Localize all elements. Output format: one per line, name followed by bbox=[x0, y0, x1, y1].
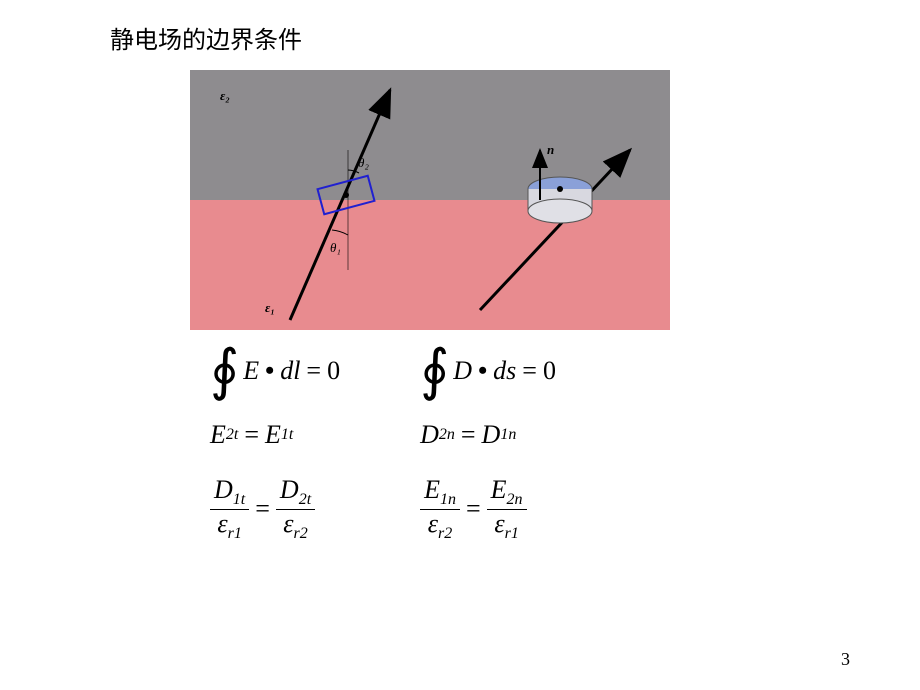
page-title: 静电场的边界条件 bbox=[110, 20, 302, 55]
label-n: n bbox=[547, 142, 554, 158]
label-eps2: ε₂ bbox=[220, 88, 230, 104]
eq-normal-E-ratio: E1n εr2 = E2n εr1 bbox=[420, 473, 556, 545]
boundary-diagram: ε₂ θ₂ θ₁ ε₁ n bbox=[190, 70, 670, 330]
eq-tangential-E: E2t = E1t bbox=[210, 409, 340, 461]
eq-circulation: ∮ E • dl = 0 bbox=[210, 345, 340, 397]
eq-flux: ∮ D • ds = 0 bbox=[420, 345, 556, 397]
label-eps1: ε₁ bbox=[265, 300, 275, 316]
label-theta1: θ₁ bbox=[330, 240, 341, 256]
equations-block: ∮ E • dl = 0 E2t = E1t D1t εr1 = D2t εr2… bbox=[210, 345, 556, 545]
equations-right-column: ∮ D • ds = 0 D2n = D1n E1n εr2 = E2n εr1 bbox=[420, 345, 556, 545]
label-theta2: θ₂ bbox=[358, 155, 369, 171]
eq-normal-D: D2n = D1n bbox=[420, 409, 556, 461]
equations-left-column: ∮ E • dl = 0 E2t = E1t D1t εr1 = D2t εr2 bbox=[210, 345, 340, 545]
page-number: 3 bbox=[841, 649, 850, 670]
diagram-svg bbox=[190, 70, 670, 330]
eq-tangential-D-ratio: D1t εr1 = D2t εr2 bbox=[210, 473, 340, 545]
